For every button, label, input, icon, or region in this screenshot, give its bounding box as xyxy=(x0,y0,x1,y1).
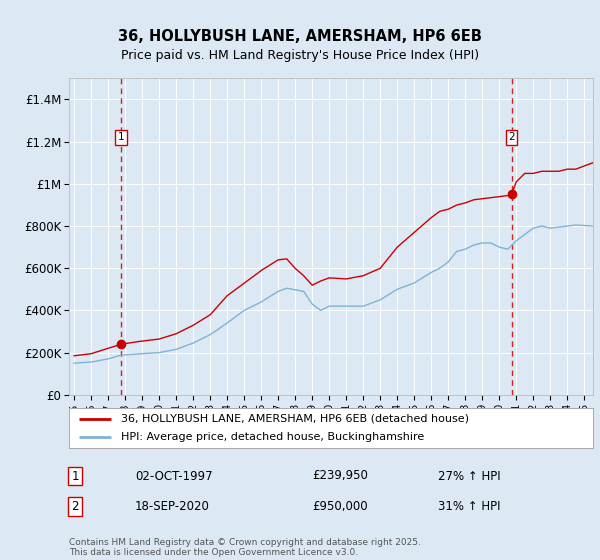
Text: 1: 1 xyxy=(118,133,124,142)
Text: 27% ↑ HPI: 27% ↑ HPI xyxy=(438,469,500,483)
Text: 2: 2 xyxy=(508,133,515,142)
Text: 2: 2 xyxy=(71,500,79,514)
Text: 36, HOLLYBUSH LANE, AMERSHAM, HP6 6EB (detached house): 36, HOLLYBUSH LANE, AMERSHAM, HP6 6EB (d… xyxy=(121,414,469,423)
Text: Price paid vs. HM Land Registry's House Price Index (HPI): Price paid vs. HM Land Registry's House … xyxy=(121,49,479,63)
Text: 18-SEP-2020: 18-SEP-2020 xyxy=(135,500,210,514)
Text: 36, HOLLYBUSH LANE, AMERSHAM, HP6 6EB: 36, HOLLYBUSH LANE, AMERSHAM, HP6 6EB xyxy=(118,29,482,44)
Text: HPI: Average price, detached house, Buckinghamshire: HPI: Average price, detached house, Buck… xyxy=(121,432,425,442)
Text: £239,950: £239,950 xyxy=(312,469,368,483)
Text: 1: 1 xyxy=(71,469,79,483)
Text: £950,000: £950,000 xyxy=(312,500,368,514)
Text: Contains HM Land Registry data © Crown copyright and database right 2025.
This d: Contains HM Land Registry data © Crown c… xyxy=(69,538,421,557)
Text: 02-OCT-1997: 02-OCT-1997 xyxy=(135,469,212,483)
Text: 31% ↑ HPI: 31% ↑ HPI xyxy=(438,500,500,514)
